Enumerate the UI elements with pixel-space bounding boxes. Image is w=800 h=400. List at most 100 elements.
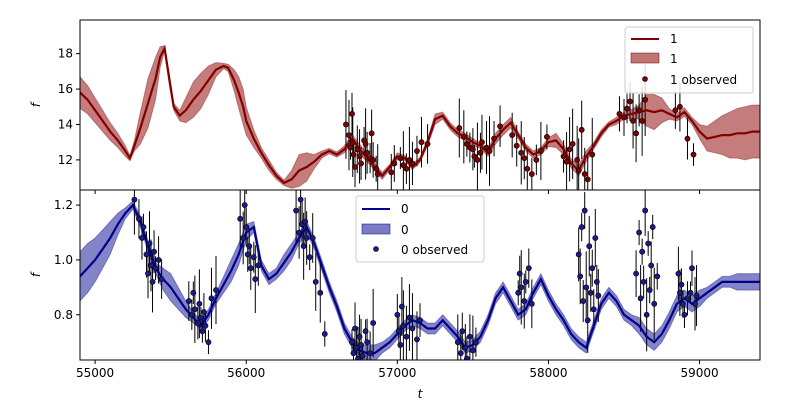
bottom-observed-point-65: [403, 333, 410, 340]
bottom-observed-point-7: [148, 262, 154, 269]
bottom-observed-point-116: [681, 311, 688, 318]
top-legend-label-observed: 1 observed: [670, 73, 737, 87]
top-observed-point-29: [460, 133, 467, 140]
bottom-plot-area: [80, 190, 760, 360]
bottom-observed-point-109: [649, 224, 656, 230]
top-observed-point-36: [479, 139, 485, 146]
top-legend-point-swatch: [642, 76, 648, 82]
bottom-observed-point-78: [515, 289, 522, 296]
top-observed-point-65: [633, 130, 639, 137]
top-observed-point-52: [566, 146, 573, 153]
top-observed-point-34: [474, 156, 481, 163]
bottom-observed-point-89: [581, 207, 588, 214]
bottom-observed-point-75: [466, 333, 473, 340]
bottom-y-ticks: 0.8 1.0 1.2: [54, 198, 80, 322]
bottom-observed-point-57: [364, 339, 371, 346]
bottom-observed-point-21: [201, 309, 207, 315]
bottom-legend-label-band: 0: [401, 223, 409, 237]
top-observed-point-20: [397, 155, 404, 162]
x-tick-label-0: 55000: [76, 366, 114, 380]
bottom-observed-point-23: [205, 339, 212, 346]
bottom-observed-point-34: [252, 276, 259, 283]
bottom-observed-point-41: [302, 218, 309, 225]
bottom-observed-point-63: [398, 303, 405, 310]
top-y-ticks: 12 14 16 18: [58, 47, 701, 194]
bottom-observed-point-100: [636, 229, 643, 236]
bottom-observed-point-8: [149, 278, 156, 285]
top-observed-point-27: [424, 141, 431, 147]
bottom-observed-point-24: [208, 295, 215, 302]
bottom-panel: 0.81.01.2 55000 56000 57000 58000 59000 f t …: [29, 189, 761, 400]
top-observed-point-68: [642, 96, 649, 103]
bottom-observed-point-119: [689, 265, 695, 272]
bottom-observed-point-37: [296, 229, 303, 236]
bottom-observed-point-11: [155, 257, 162, 263]
bottom-observed-point-28: [241, 202, 248, 208]
bottom-observed-point-118: [687, 289, 694, 296]
bottom-observed-point-103: [640, 278, 647, 285]
top-observed-point-42: [513, 142, 520, 149]
bottom-observed-point-31: [246, 243, 253, 250]
bottom-observed-point-107: [646, 287, 653, 293]
bottom-observed-point-43: [306, 254, 313, 261]
top-observed-point-18: [388, 169, 395, 176]
bottom-observed-point-35: [255, 262, 262, 269]
top-observed-point-0: [343, 121, 349, 128]
bottom-observed-point-111: [654, 273, 661, 280]
top-observed-point-9: [358, 160, 364, 167]
bottom-observed-point-94: [589, 265, 596, 272]
bottom-y-tick-label-0: 0.8: [54, 308, 73, 322]
bottom-observed-point-15: [190, 289, 197, 296]
top-observed-point-25: [414, 148, 420, 154]
top-legend-label-band: 1: [670, 52, 678, 66]
top-observed-point-41: [509, 132, 516, 139]
top-legend-label-line: 1: [670, 32, 678, 46]
bottom-observed-point-99: [633, 270, 639, 277]
bottom-observed-point-9: [151, 248, 157, 255]
bottom-observed-point-36: [293, 207, 299, 214]
top-observed-point-59: [589, 151, 596, 158]
bottom-observed-point-3: [140, 224, 147, 230]
bottom-observed-point-50: [352, 325, 358, 332]
x-tick-label-1: 56000: [227, 366, 265, 380]
bottom-legend-label-line: 0: [401, 202, 409, 216]
bottom-observed-point-49: [350, 350, 357, 357]
top-observed-point-67: [639, 118, 646, 124]
top-observed-point-3: [349, 110, 355, 117]
top-observed-point-57: [581, 171, 588, 177]
bottom-observed-point-70: [454, 339, 461, 346]
top-observed-point-72: [690, 151, 697, 158]
bottom-observed-point-38: [297, 196, 304, 203]
bottom-y-axis-label: f: [29, 271, 43, 277]
bottom-observed-point-88: [580, 298, 587, 304]
bottom-observed-point-87: [578, 224, 585, 230]
bottom-observed-point-71: [457, 350, 464, 357]
bottom-observed-point-18: [196, 300, 203, 307]
bottom-observed-point-95: [590, 306, 597, 313]
bottom-y-tick-label-2: 1.2: [54, 198, 73, 212]
bottom-observed-point-61: [395, 328, 402, 335]
top-observed-point-4: [349, 139, 356, 146]
top-observed-point-14: [368, 130, 375, 137]
bottom-observed-point-47: [321, 331, 328, 337]
top-y-tick-label-1: 14: [58, 117, 73, 131]
bottom-observed-point-56: [362, 328, 369, 335]
bottom-observed-point-54: [358, 342, 364, 348]
top-observed-point-16: [373, 165, 380, 172]
top-y-axis-label: f: [29, 101, 43, 107]
bottom-observed-point-20: [199, 328, 206, 335]
bottom-observed-point-1: [136, 215, 142, 222]
top-observed-point-19: [391, 160, 398, 167]
bottom-observed-point-72: [459, 328, 466, 335]
bottom-observed-point-33: [250, 254, 257, 261]
top-observed-point-55: [575, 167, 582, 174]
top-observed-point-61: [621, 114, 627, 121]
top-y-tick-label-2: 16: [58, 82, 73, 96]
top-observed-point-50: [560, 153, 567, 160]
bottom-observed-point-30: [244, 251, 251, 258]
top-observed-point-64: [630, 118, 636, 124]
top-observed-point-53: [569, 141, 576, 147]
bottom-observed-point-82: [522, 278, 529, 285]
top-observed-point-35: [477, 149, 484, 156]
